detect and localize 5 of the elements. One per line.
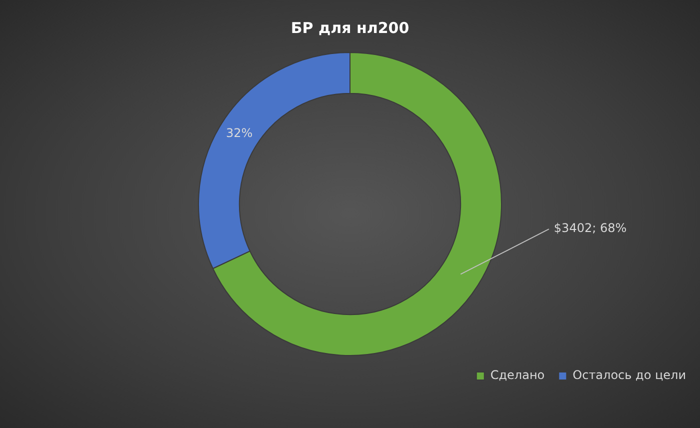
data-label: $3402; 68% bbox=[554, 221, 627, 236]
legend-label: Осталось до цели bbox=[572, 368, 686, 382]
chart-title: БР для нл200 bbox=[290, 18, 410, 37]
legend-label: Сделано bbox=[490, 368, 545, 382]
data-label: 32% bbox=[226, 126, 253, 140]
